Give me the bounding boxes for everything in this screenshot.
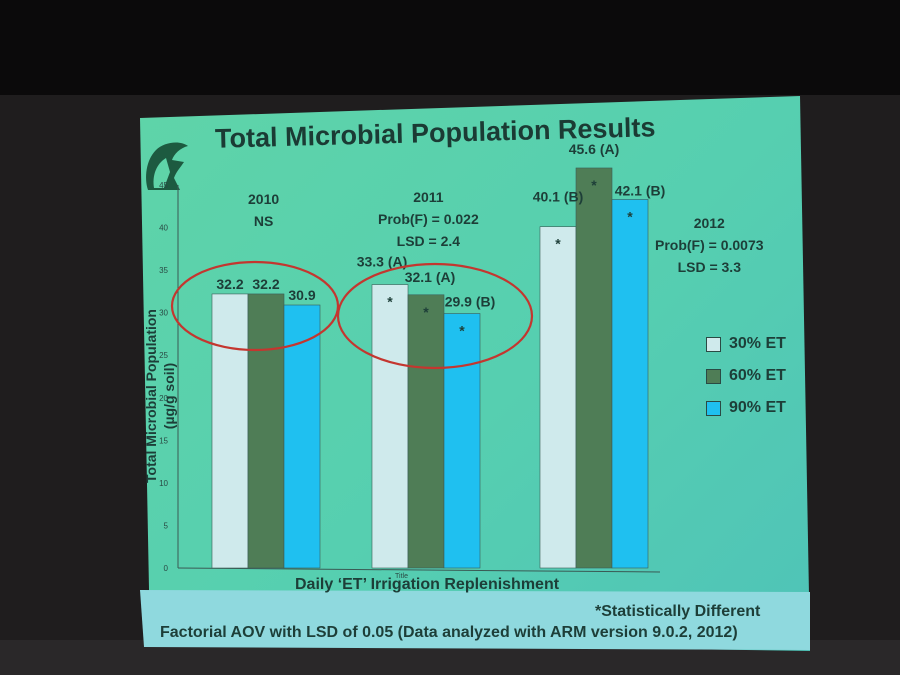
y-tick-label: 45 bbox=[159, 181, 168, 190]
significance-star: * bbox=[591, 177, 597, 193]
annotation-2011-year: 2011 bbox=[413, 189, 444, 205]
annotation-2012-year: 2012 bbox=[693, 215, 725, 231]
legend-item-60-et: 60% ET bbox=[706, 367, 786, 385]
bar-label-2011-2: 29.9 (B) bbox=[445, 294, 496, 310]
legend-swatch-30-et bbox=[706, 336, 721, 352]
bar-label-2011-1: 32.1 (A) bbox=[405, 269, 456, 285]
y-tick-label: 35 bbox=[159, 266, 168, 275]
significance-stars: * * * * * * bbox=[387, 177, 633, 339]
annotation-2012-prob: Prob(F) = 0.0073 bbox=[655, 237, 764, 253]
highlight-circle-2010 bbox=[170, 260, 340, 352]
slide-footer-band bbox=[140, 590, 810, 650]
room-dark-top bbox=[0, 0, 900, 95]
footer-method-note: Factorial AOV with LSD of 0.05 (Data ana… bbox=[160, 624, 738, 641]
y-tick-label: 10 bbox=[159, 479, 168, 488]
y-tick-label: 0 bbox=[164, 564, 169, 573]
y-axis-title-line1: Total Microbial Population bbox=[143, 309, 159, 483]
legend-label-30-et: 30% ET bbox=[729, 335, 786, 352]
bar-2011-1 bbox=[407, 294, 445, 569]
bar-label-2010-0: 32.2 bbox=[216, 276, 243, 292]
significance-star: * bbox=[627, 208, 633, 224]
legend-item-30-et: 30% ET bbox=[706, 335, 786, 353]
significance-star: * bbox=[387, 294, 393, 310]
y-axis-title: Total Microbial Population (µg/g soil) bbox=[142, 276, 178, 516]
bar-2011-0 bbox=[371, 284, 409, 569]
y-tick-label: 5 bbox=[164, 521, 169, 530]
bar-label-2012-1: 45.6 (A) bbox=[569, 141, 620, 157]
y-tick-labels: 0 5 10 15 20 25 30 35 40 45 bbox=[159, 181, 168, 573]
legend-swatch-90-et bbox=[706, 400, 721, 416]
y-tick-label: 25 bbox=[159, 351, 168, 360]
footer-significance-note: *Statistically Different bbox=[595, 603, 761, 620]
y-tick-label: 20 bbox=[159, 394, 168, 403]
highlight-circle-2011 bbox=[336, 262, 534, 370]
legend-label-60-et: 60% ET bbox=[729, 367, 786, 384]
significance-star: * bbox=[423, 304, 429, 320]
annotation-2010-year: 2010 bbox=[248, 191, 280, 207]
bar-label-2010-1: 32.2 bbox=[252, 276, 279, 292]
y-tick-label: 15 bbox=[159, 436, 168, 445]
bar-2011-2 bbox=[443, 313, 481, 569]
significance-star: * bbox=[459, 323, 465, 339]
annotation-2011: 2011 Prob(F) = 0.022 LSD = 2.4 bbox=[378, 186, 479, 252]
legend-label-90-et: 90% ET bbox=[729, 399, 786, 416]
legend-item-90-et: 90% ET bbox=[706, 399, 786, 417]
significance-star: * bbox=[555, 236, 561, 252]
legend-swatch-60-et bbox=[706, 368, 721, 384]
bar-label-2012-2: 42.1 (B) bbox=[615, 182, 666, 198]
y-axis-title-line2: (µg/g soil) bbox=[161, 362, 177, 430]
annotation-2011-prob: Prob(F) = 0.022 bbox=[378, 211, 479, 227]
spartan-helmet-logo bbox=[140, 138, 192, 205]
bar-2012-0 bbox=[539, 226, 577, 569]
bar-label-2010-2: 30.9 bbox=[288, 287, 315, 303]
bar-label-2012-0: 40.1 (B) bbox=[533, 189, 584, 205]
annotation-2012-lsd: LSD = 3.3 bbox=[677, 259, 741, 275]
annotation-2010: 2010 NS bbox=[248, 188, 279, 232]
x-axis-line bbox=[177, 567, 661, 573]
bar-2012-2 bbox=[611, 199, 649, 569]
bar-2010-2 bbox=[283, 304, 321, 569]
annotation-2011-lsd: LSD = 2.4 bbox=[396, 233, 461, 249]
annotation-2012: 2012 Prob(F) = 0.0073 LSD = 3.3 bbox=[655, 212, 764, 278]
bar-2010-1 bbox=[247, 293, 285, 569]
y-tick-label: 40 bbox=[159, 224, 168, 233]
x-axis-title-placeholder: Title bbox=[395, 573, 408, 580]
y-tick-label: 30 bbox=[159, 309, 168, 318]
bar-labels-group: 32.2 32.2 30.9 33.3 (A)32.1 (A) 29.9 (B) 40.1… bbox=[216, 141, 665, 310]
bars-group bbox=[211, 167, 649, 569]
bar-2012-1 bbox=[575, 167, 613, 569]
x-axis-title: Daily ‘ET’ Irrigation Replenishment bbox=[295, 576, 560, 593]
annotation-2010-stat: NS bbox=[253, 213, 274, 229]
bar-label-2011-0: 33.3 (A) bbox=[357, 254, 408, 270]
bar-2010-0 bbox=[211, 293, 249, 569]
